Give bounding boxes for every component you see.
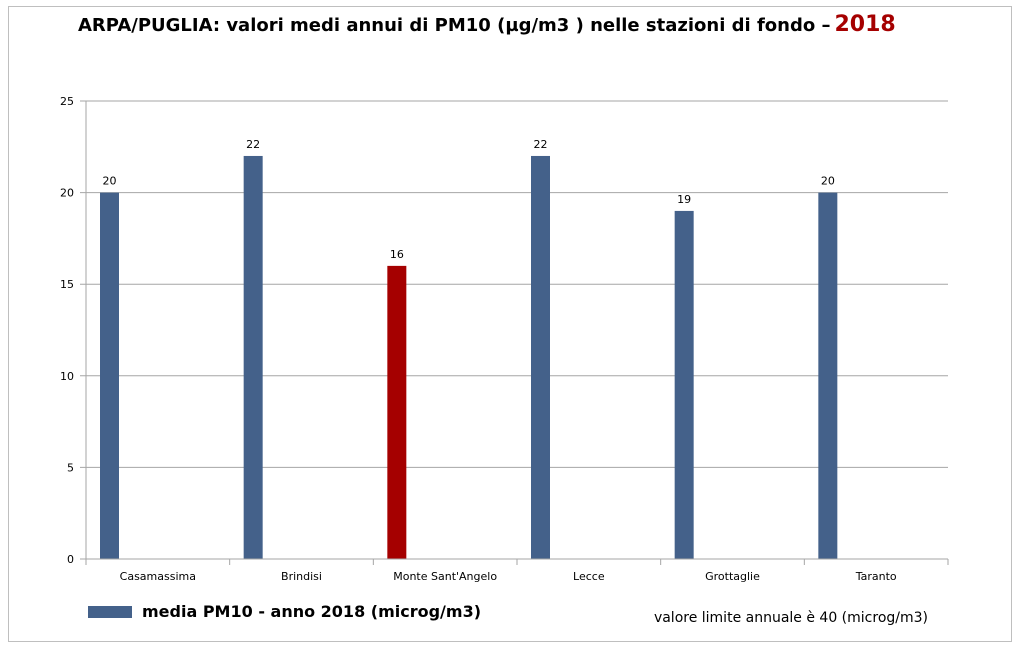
x-tick-label: Casamassima xyxy=(120,570,196,583)
x-tick-label: Monte Sant'Angelo xyxy=(393,570,497,583)
legend: media PM10 - anno 2018 (microg/m3) xyxy=(88,602,481,621)
y-tick-label: 10 xyxy=(60,370,74,383)
data-label: 22 xyxy=(534,138,548,151)
y-tick-label: 25 xyxy=(60,95,74,108)
limit-note: valore limite annuale è 40 (microg/m3) xyxy=(653,610,928,626)
bar xyxy=(818,192,838,559)
x-tick-label: Grottaglie xyxy=(705,570,760,583)
bar xyxy=(674,210,694,560)
bar xyxy=(243,155,263,559)
chart-title-text: ARPA/PUGLIA: valori medi annui di PM10 (… xyxy=(78,15,831,36)
y-tick-label: 0 xyxy=(67,553,74,566)
y-tick-label: 20 xyxy=(60,187,74,200)
chart-title-year: 2018 xyxy=(834,12,896,37)
legend-label: media PM10 - anno 2018 (microg/m3) xyxy=(142,602,482,621)
x-tick-label: Taranto xyxy=(855,570,897,583)
chart-title: ARPA/PUGLIA: valori medi annui di PM10 (… xyxy=(78,12,896,37)
x-tick-label: Lecce xyxy=(573,570,605,583)
x-tick-label: Brindisi xyxy=(281,570,322,583)
bar xyxy=(531,155,550,559)
data-label: 22 xyxy=(246,138,260,151)
chart-frame xyxy=(8,6,1012,642)
data-label: 20 xyxy=(821,175,835,188)
legend-swatch xyxy=(88,605,132,618)
data-label: 20 xyxy=(103,175,117,188)
data-label: 16 xyxy=(390,248,404,261)
data-label: 19 xyxy=(677,193,691,206)
y-tick-label: 5 xyxy=(67,461,74,474)
y-tick-label: 15 xyxy=(60,278,74,291)
bar xyxy=(387,265,407,559)
bar xyxy=(100,192,119,559)
